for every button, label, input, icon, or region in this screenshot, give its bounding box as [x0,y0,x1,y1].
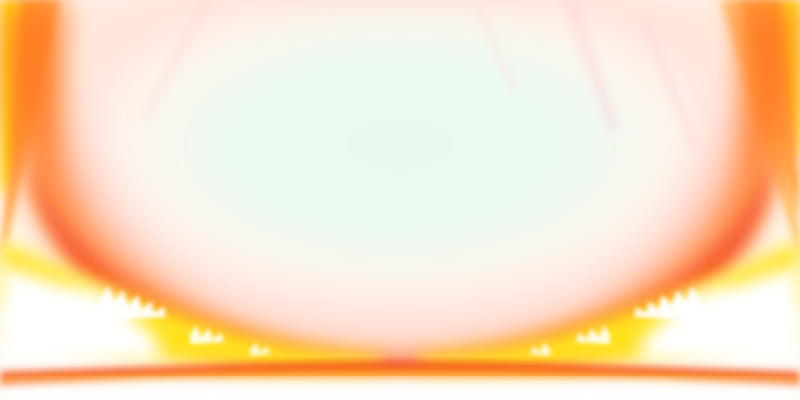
horizon-streak [0,362,800,386]
white-hot-left [0,265,161,365]
white-hot-right [639,265,800,365]
flame-flicks [96,286,704,356]
core-glow [82,0,718,323]
ground-glow [0,383,800,400]
light-rays [140,0,700,152]
